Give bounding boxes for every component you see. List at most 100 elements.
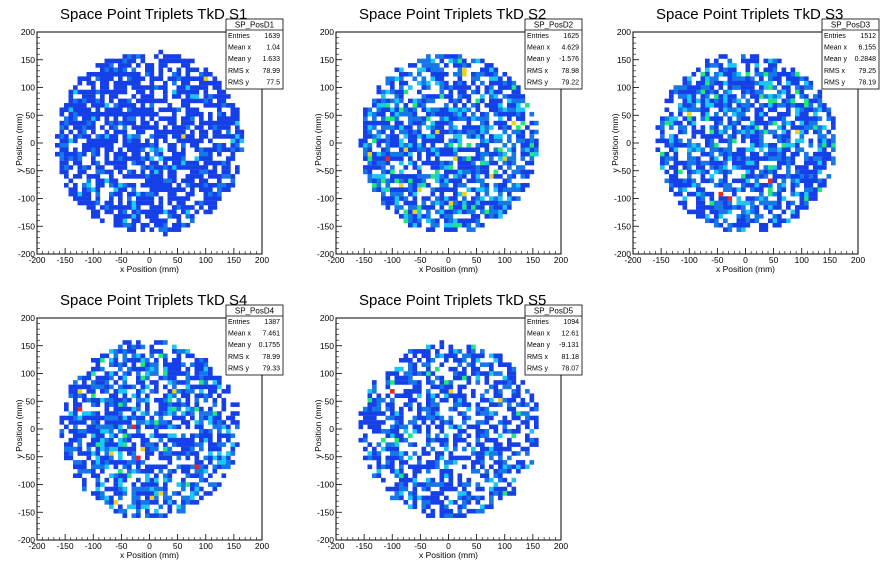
heatmap-bin <box>772 178 778 184</box>
heatmap-bin <box>203 433 209 439</box>
heatmap-bin <box>163 85 168 90</box>
heatmap-bin <box>122 442 128 447</box>
heatmap-bin <box>381 187 386 192</box>
y-tick-label: 200 <box>617 27 631 37</box>
heatmap-bin <box>520 174 526 179</box>
heatmap-bin <box>754 143 760 148</box>
heatmap-bin <box>158 218 164 224</box>
heatmap-bin <box>430 125 436 130</box>
heatmap-bin <box>145 397 150 403</box>
heatmap-bin <box>808 98 814 104</box>
heatmap-bin <box>109 196 114 201</box>
heatmap-bin <box>367 393 373 399</box>
heatmap-bin <box>140 442 146 447</box>
stats-value: 78.99 <box>262 354 280 361</box>
heatmap-bin <box>430 491 436 496</box>
heatmap-bin <box>91 151 96 157</box>
heatmap-bin <box>498 209 503 215</box>
heatmap-bin <box>714 182 719 188</box>
heatmap-bin <box>109 442 114 447</box>
heatmap-bin <box>781 71 787 77</box>
heatmap-bin <box>226 460 231 465</box>
heatmap-bin <box>172 402 177 407</box>
heatmap-bin <box>109 393 114 399</box>
heatmap-bin <box>439 147 445 153</box>
heatmap-bin <box>727 98 733 104</box>
heatmap-bin <box>408 406 413 412</box>
heatmap-bin <box>435 196 440 201</box>
heatmap-bin <box>691 116 697 121</box>
heatmap-bin <box>167 380 173 385</box>
heatmap-bin <box>77 169 83 175</box>
heatmap-bin <box>136 107 141 113</box>
heatmap-bin <box>741 103 746 108</box>
heatmap-bin <box>750 125 755 130</box>
heatmap-bin <box>687 107 692 113</box>
heatmap-bin <box>167 227 173 232</box>
heatmap-bin <box>502 111 508 117</box>
heatmap-bin <box>426 134 431 139</box>
heatmap-bin <box>86 182 92 188</box>
heatmap-bin <box>217 116 222 121</box>
heatmap-bin <box>741 227 746 232</box>
heatmap-bin <box>73 411 78 416</box>
heatmap-bin <box>795 151 800 157</box>
heatmap-bin <box>678 111 683 117</box>
heatmap-bin <box>426 357 431 363</box>
heatmap-bin <box>439 486 445 492</box>
heatmap-bin <box>100 63 105 68</box>
heatmap-bin <box>367 174 373 179</box>
heatmap-bin <box>199 165 204 170</box>
heatmap-bin <box>154 442 159 447</box>
chart-title: Space Point Triplets TkD S2 <box>359 6 546 23</box>
heatmap-bin <box>768 143 773 148</box>
y-tick-label: 50 <box>622 110 632 120</box>
heatmap-bin <box>235 169 240 175</box>
heatmap-bin <box>154 384 159 390</box>
heatmap-bin <box>167 433 173 439</box>
heatmap-bin <box>95 495 101 501</box>
heatmap-bin <box>113 424 119 430</box>
heatmap-bin <box>412 209 418 215</box>
heatmap-bin <box>493 98 499 104</box>
heatmap-bin <box>104 406 110 412</box>
heatmap-bin <box>471 468 476 474</box>
heatmap-bin <box>358 138 364 144</box>
heatmap-bin <box>154 125 159 130</box>
heatmap-bin <box>691 107 697 113</box>
heatmap-bin <box>363 116 368 121</box>
heatmap-bin <box>221 174 227 179</box>
heatmap-bin <box>118 107 123 113</box>
heatmap-bin <box>82 89 87 95</box>
heatmap-bin <box>100 143 105 148</box>
heatmap-bin <box>136 151 141 157</box>
heatmap-bin <box>435 54 440 59</box>
heatmap-bin <box>507 402 512 407</box>
heatmap-bin <box>77 402 83 407</box>
heatmap-bin <box>145 500 150 505</box>
heatmap-bin <box>475 129 481 135</box>
heatmap-bin <box>786 89 791 95</box>
y-axis-label: y Position (mm) <box>14 399 24 458</box>
heatmap-bin <box>457 482 463 487</box>
heatmap-bin <box>669 187 674 192</box>
heatmap-bin <box>203 380 209 385</box>
heatmap-bin <box>700 129 706 135</box>
heatmap-bin <box>203 357 209 363</box>
heatmap-bin <box>181 222 186 228</box>
heatmap-bin <box>109 138 114 144</box>
heatmap-bin <box>489 209 494 215</box>
heatmap-bin <box>723 147 728 153</box>
heatmap-bin <box>484 169 490 175</box>
heatmap-bin <box>498 464 503 470</box>
heatmap-bin <box>457 357 463 363</box>
heatmap-bin <box>493 468 499 474</box>
heatmap-bin <box>678 160 683 166</box>
heatmap-bin <box>705 103 710 108</box>
heatmap-bin <box>376 424 382 430</box>
heatmap-bin <box>154 143 159 148</box>
heatmap-bin <box>381 111 386 117</box>
heatmap-bin <box>507 103 512 108</box>
heatmap-bin <box>727 151 733 157</box>
heatmap-bin <box>484 147 490 153</box>
